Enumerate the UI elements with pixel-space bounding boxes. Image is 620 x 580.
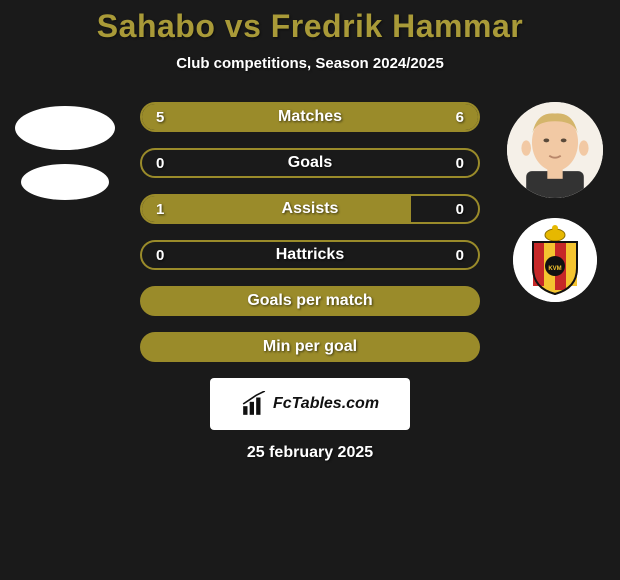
- left-player-column: [10, 92, 120, 222]
- stat-row: 00Goals: [140, 148, 480, 178]
- stat-label: Assists: [142, 196, 478, 222]
- date-text: 25 february 2025: [0, 444, 620, 462]
- stat-label: Matches: [142, 104, 478, 130]
- left-club-badge: [21, 164, 109, 200]
- stat-row: Min per goal: [140, 332, 480, 362]
- stat-row: 00Hattricks: [140, 240, 480, 270]
- right-player-column: KVM: [500, 92, 610, 324]
- right-player-avatar: [507, 102, 603, 198]
- stat-label: Min per goal: [142, 334, 478, 360]
- stat-row: 10Assists: [140, 194, 480, 224]
- right-club-badge: KVM: [513, 218, 597, 302]
- stat-row: 56Matches: [140, 102, 480, 132]
- club-crest-icon: KVM: [513, 218, 597, 302]
- svg-text:KVM: KVM: [548, 266, 561, 272]
- stats-area: KVM 56Matches 00Goals 10Assists 00Hattricks…: [0, 92, 620, 362]
- stat-row: Goals per match: [140, 286, 480, 316]
- chart-icon: [241, 391, 267, 417]
- page-title: Sahabo vs Fredrik Hammar: [0, 8, 620, 45]
- stat-label: Goals per match: [142, 288, 478, 314]
- brand-badge: FcTables.com: [210, 378, 410, 430]
- stat-label: Hattricks: [142, 242, 478, 268]
- left-player-avatar: [15, 106, 115, 150]
- player-face-icon: [507, 102, 603, 198]
- brand-text: FcTables.com: [273, 395, 379, 413]
- stat-label: Goals: [142, 150, 478, 176]
- subtitle: Club competitions, Season 2024/2025: [0, 55, 620, 72]
- comparison-card: Sahabo vs Fredrik Hammar Club competitio…: [0, 0, 620, 580]
- stat-bars: 56Matches 00Goals 10Assists 00Hattricks Goal…: [140, 92, 480, 362]
